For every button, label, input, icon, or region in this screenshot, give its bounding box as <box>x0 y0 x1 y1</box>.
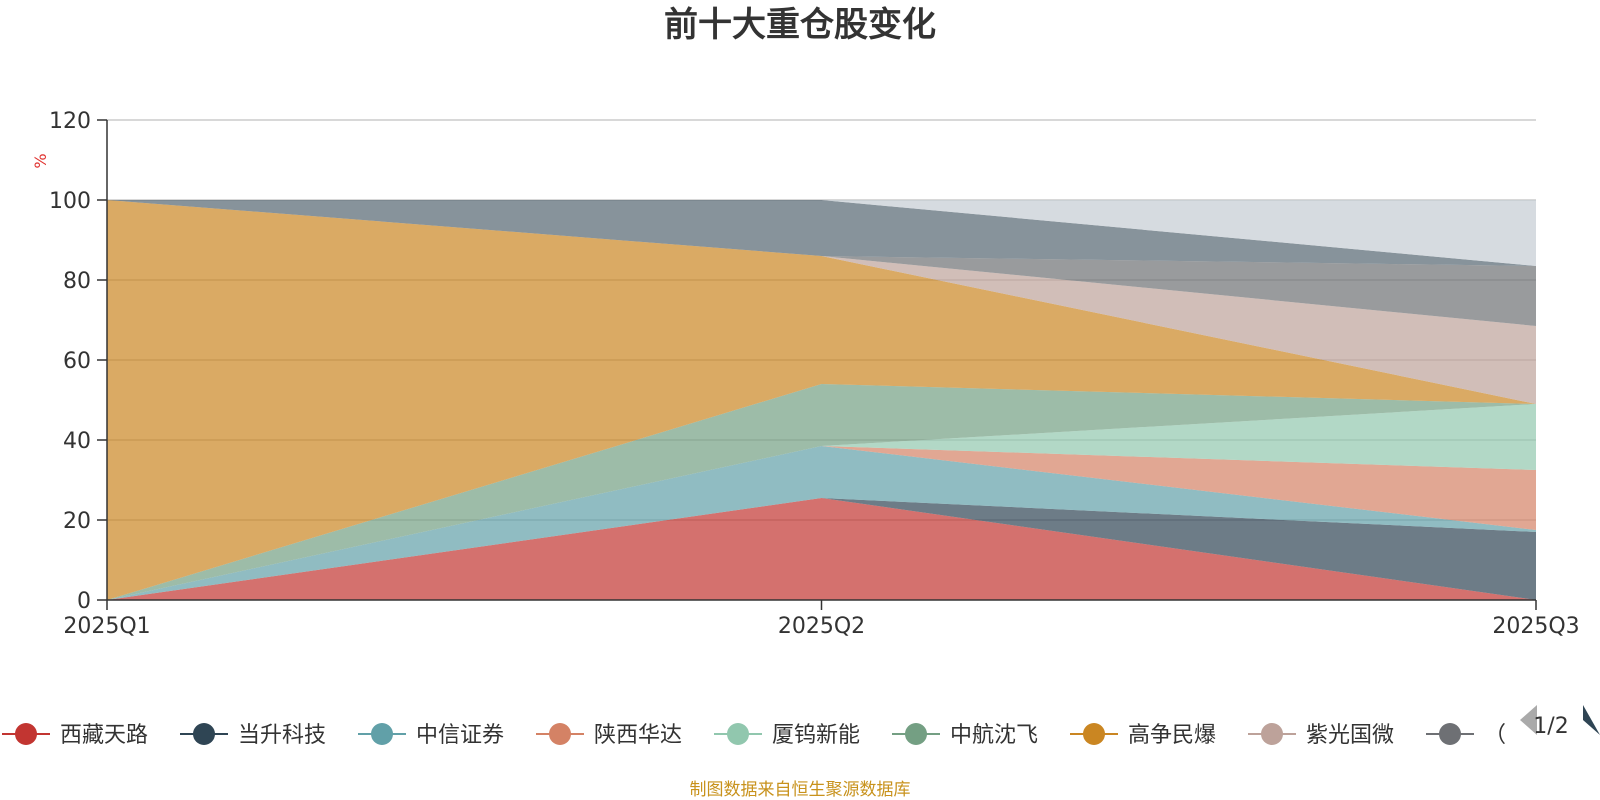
area-series <box>107 200 1536 600</box>
axes: 0 20 40 60 80 100 120 2025Q1 2025Q2 2025Q3 <box>49 109 1580 639</box>
legend-label: 陕西华达 <box>594 723 682 748</box>
legend-marker <box>15 723 37 745</box>
legend-pager: 1/2 <box>1520 705 1600 739</box>
y-tick-label: 80 <box>63 269 91 294</box>
legend-item[interactable]: 当升科技 <box>180 723 326 748</box>
legend-label: 高争民爆 <box>1128 723 1216 748</box>
x-tick-label: 2025Q1 <box>63 614 150 639</box>
area-5 <box>107 384 1536 600</box>
legend-label: 紫光国微 <box>1306 723 1394 748</box>
legend-item[interactable]: 中信证券 <box>358 723 504 748</box>
area-0 <box>107 498 1536 600</box>
legend-label: 西藏天路 <box>60 723 148 748</box>
legend-label: 当升科技 <box>238 723 326 748</box>
legend-label: 中航沈飞 <box>950 723 1038 748</box>
triangle-left-icon[interactable] <box>1520 705 1537 735</box>
area-7 <box>107 200 1536 404</box>
legend-marker <box>193 723 215 745</box>
legend-item[interactable]: 西藏天路 <box>2 723 148 748</box>
legend-label: 厦钨新能 <box>772 723 860 748</box>
legend-label: （ <box>1484 723 1506 748</box>
area-9 <box>107 200 1536 266</box>
legend-marker <box>1439 723 1461 745</box>
area-1 <box>107 498 1536 600</box>
y-tick-label: 40 <box>63 429 91 454</box>
y-tick-label: 20 <box>63 509 91 534</box>
area-4 <box>107 404 1536 600</box>
y-tick-label: 60 <box>63 349 91 374</box>
y-tick-label: 120 <box>49 109 91 134</box>
legend-marker <box>727 723 749 745</box>
triangle-right-icon[interactable] <box>1583 705 1600 735</box>
area-10 <box>107 200 1536 266</box>
y-axis-unit: % <box>31 153 50 168</box>
legend-marker <box>905 723 927 745</box>
legend-marker <box>549 723 571 745</box>
source-note: 制图数据来自恒生聚源数据库 <box>690 780 911 800</box>
y-tick-label: 100 <box>49 189 91 214</box>
x-tick-label: 2025Q2 <box>778 614 865 639</box>
area-2 <box>107 446 1536 600</box>
legend-item[interactable]: 中航沈飞 <box>892 723 1038 748</box>
legend-marker <box>371 723 393 745</box>
legend-item[interactable]: 紫光国微 <box>1248 723 1394 748</box>
area-8 <box>107 200 1536 326</box>
area-3 <box>107 446 1536 600</box>
legend-marker <box>1083 723 1105 745</box>
x-tick-label: 2025Q3 <box>1492 614 1579 639</box>
chart-title: 前十大重仓股变化 <box>664 5 936 45</box>
legend-page-indicator: 1/2 <box>1533 714 1568 739</box>
legend-label: 中信证券 <box>416 723 504 748</box>
legend-marker <box>1261 723 1283 745</box>
legend-item[interactable]: 高争民爆 <box>1070 723 1216 748</box>
legend: 西藏天路 当升科技 中信证券 陕西华达 厦钨新能 中航沈飞 高争民爆 紫光国微 （ <box>2 723 1506 748</box>
legend-item[interactable]: 陕西华达 <box>536 723 682 748</box>
y-tick-label: 0 <box>77 589 91 614</box>
area-6 <box>107 200 1536 600</box>
legend-item-truncated[interactable]: （ <box>1426 723 1506 748</box>
legend-item[interactable]: 厦钨新能 <box>714 723 860 748</box>
